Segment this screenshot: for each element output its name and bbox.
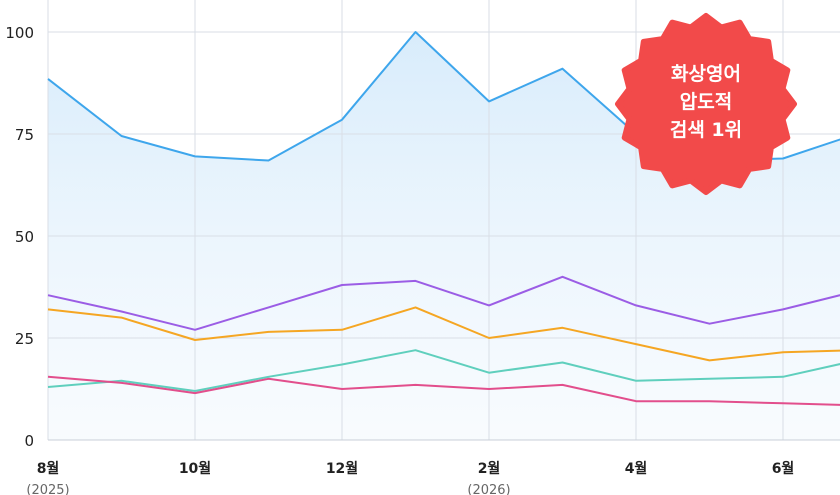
x-tick-year-label: (2025) (26, 483, 69, 495)
series-line-4 (47, 349, 840, 392)
x-tick-label: 10월 (179, 460, 211, 477)
y-tick-label: 0 (24, 432, 34, 450)
y-axis: 0 25 50 75 100 (5, 24, 34, 450)
x-tick-label: 2월 (478, 460, 501, 477)
y-tick-label: 50 (15, 228, 34, 246)
y-tick-label: 75 (15, 126, 34, 144)
badge-line-3: 검색 1위 (670, 119, 742, 141)
starburst-badge-shape (615, 13, 797, 195)
x-tick-label: 4월 (625, 460, 648, 477)
badge-line-1: 화상영어 (671, 63, 741, 85)
badge-line-2: 압도적 (680, 91, 732, 113)
y-tick-label: 25 (15, 330, 34, 348)
promo-badge: 화상영어 압도적 검색 1위 (615, 13, 797, 195)
series-line-5 (47, 375, 840, 406)
x-tick-label: 6월 (772, 460, 795, 477)
series-line-3 (47, 306, 840, 362)
x-tick-year-label: (2026) (467, 483, 510, 495)
x-tick-label: 12월 (326, 460, 358, 477)
series-line-2 (47, 275, 840, 331)
y-tick-label: 100 (5, 24, 34, 42)
x-tick-label: 8월 (37, 460, 60, 477)
x-axis: 8월 (2025) 10월 12월 2월 (2026) 4월 6월 (26, 460, 794, 495)
